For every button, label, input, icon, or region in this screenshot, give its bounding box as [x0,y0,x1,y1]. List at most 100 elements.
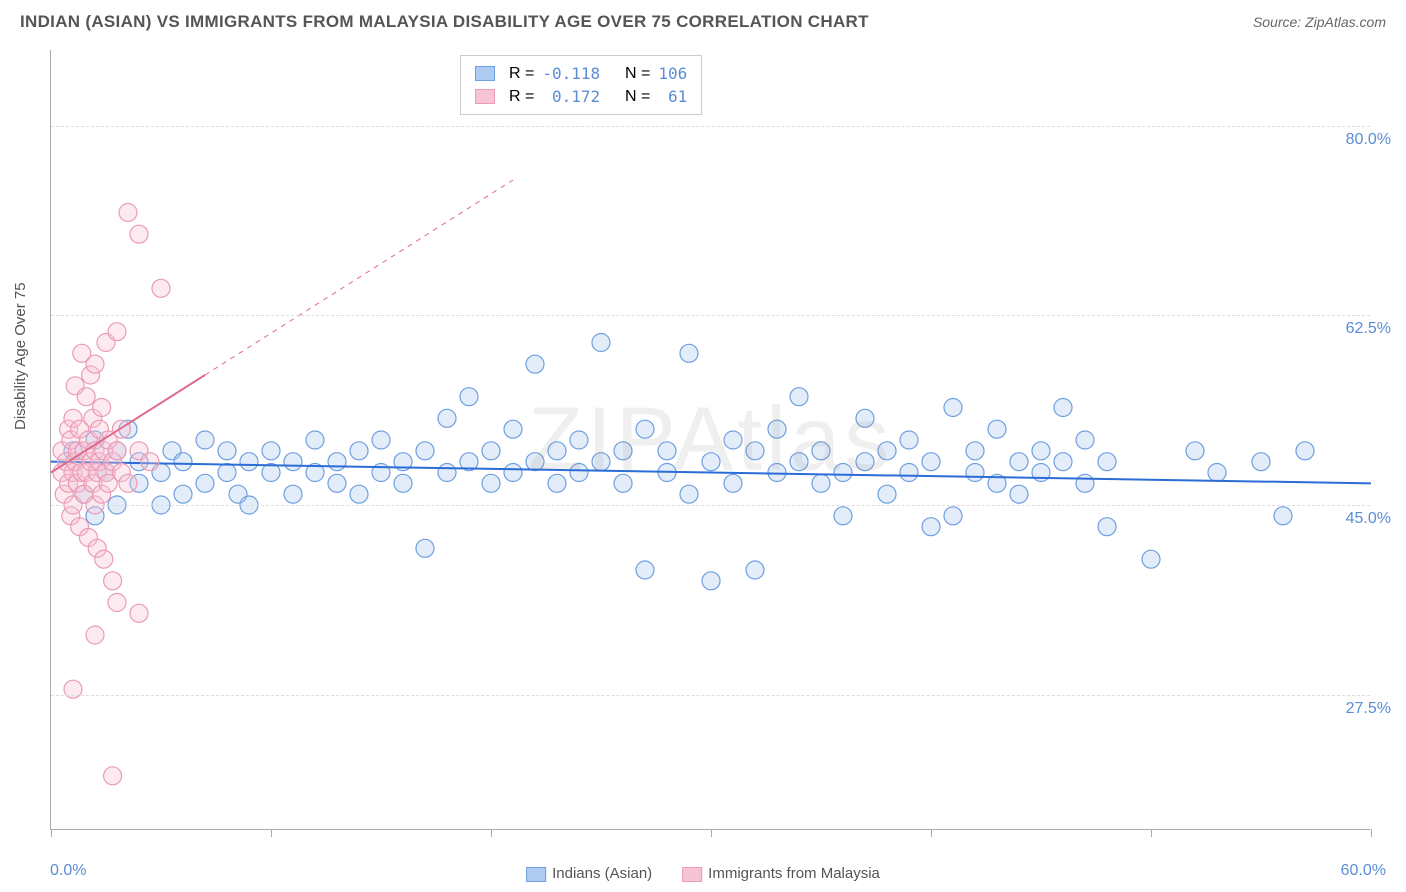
y-axis-label: Disability Age Over 75 [12,282,29,430]
legend-swatch [526,867,546,882]
data-point-indians [1274,507,1292,525]
data-point-malaysia [130,604,148,622]
data-point-indians [724,474,742,492]
data-point-indians [174,485,192,503]
gridline-h [51,695,1370,696]
chart-plot-area: ZIPAtlas [50,50,1370,830]
data-point-indians [350,442,368,460]
data-point-indians [306,431,324,449]
data-point-malaysia [93,399,111,417]
chart-svg [51,50,1370,829]
y-tick-label: 45.0% [1346,510,1391,528]
data-point-malaysia [108,442,126,460]
data-point-indians [416,442,434,460]
chart-header: INDIAN (ASIAN) VS IMMIGRANTS FROM MALAYS… [0,0,1406,32]
data-point-indians [856,453,874,471]
data-point-indians [922,518,940,536]
data-point-indians [328,453,346,471]
x-tick [1151,829,1152,837]
data-point-indians [724,431,742,449]
data-point-malaysia [86,626,104,644]
gridline-h [51,315,1370,316]
data-point-indians [1098,518,1116,536]
x-axis-min-label: 0.0% [50,862,86,880]
data-point-malaysia [86,355,104,373]
data-point-indians [746,561,764,579]
x-tick [711,829,712,837]
x-axis-max-label: 60.0% [1341,862,1386,880]
data-point-indians [768,420,786,438]
data-point-indians [504,420,522,438]
data-point-indians [834,507,852,525]
data-point-indians [196,474,214,492]
data-point-indians [922,453,940,471]
data-point-indians [1054,399,1072,417]
data-point-indians [438,409,456,427]
data-point-malaysia [95,550,113,568]
x-tick [931,829,932,837]
gridline-h [51,505,1370,506]
legend-item: Indians (Asian) [526,865,652,882]
data-point-indians [878,442,896,460]
data-point-malaysia [104,572,122,590]
data-point-malaysia [77,388,95,406]
data-point-malaysia [152,279,170,297]
data-point-indians [1208,464,1226,482]
stat-swatch [475,89,495,104]
data-point-indians [1252,453,1270,471]
source-attribution: Source: ZipAtlas.com [1253,14,1386,30]
data-point-indians [944,507,962,525]
data-point-malaysia [108,594,126,612]
data-point-indians [680,344,698,362]
stat-n-value: 106 [658,64,687,83]
stat-row: R =-0.118 N =106 [475,62,687,85]
data-point-indians [900,431,918,449]
data-point-indians [240,453,258,471]
data-point-indians [966,464,984,482]
data-point-indians [834,464,852,482]
data-point-indians [812,442,830,460]
data-point-indians [526,355,544,373]
data-point-indians [196,431,214,449]
data-point-indians [1010,453,1028,471]
data-point-indians [812,474,830,492]
data-point-indians [614,474,632,492]
data-point-indians [1076,474,1094,492]
legend-swatch [682,867,702,882]
data-point-indians [988,420,1006,438]
data-point-indians [1296,442,1314,460]
correlation-stat-box: R =-0.118 N =106R = 0.172 N = 61 [460,55,702,115]
data-point-indians [856,409,874,427]
data-point-indians [350,485,368,503]
data-point-indians [504,464,522,482]
trend-line-dash-malaysia [205,180,513,375]
data-point-indians [702,572,720,590]
data-point-indians [1186,442,1204,460]
data-point-indians [1098,453,1116,471]
data-point-malaysia [130,225,148,243]
chart-title: INDIAN (ASIAN) VS IMMIGRANTS FROM MALAYS… [20,12,869,32]
data-point-indians [966,442,984,460]
data-point-indians [636,420,654,438]
x-tick [271,829,272,837]
data-point-indians [900,464,918,482]
stat-n-value: 61 [658,87,687,106]
data-point-indians [548,442,566,460]
legend-bottom: Indians (Asian) Immigrants from Malaysia [526,865,880,882]
stat-r-value: -0.118 [542,64,600,83]
data-point-indians [416,539,434,557]
data-point-indians [1010,485,1028,503]
data-point-indians [284,453,302,471]
legend-label: Immigrants from Malaysia [708,865,880,882]
y-tick-label: 62.5% [1346,320,1391,338]
data-point-indians [218,464,236,482]
data-point-indians [944,399,962,417]
x-tick [51,829,52,837]
stat-row: R = 0.172 N = 61 [475,85,687,108]
data-point-indians [394,474,412,492]
data-point-malaysia [119,474,137,492]
stat-swatch [475,66,495,81]
data-point-indians [702,453,720,471]
y-tick-label: 27.5% [1346,700,1391,718]
data-point-malaysia [141,453,159,471]
